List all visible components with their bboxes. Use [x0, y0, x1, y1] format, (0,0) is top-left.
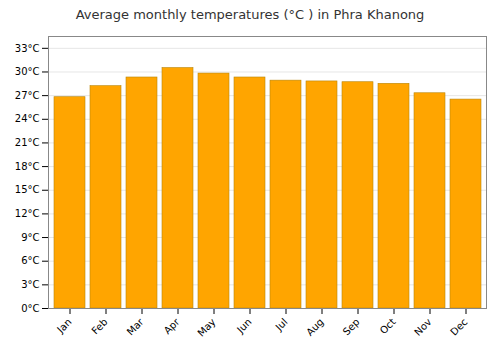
svg-text:9°C: 9°C — [21, 232, 39, 243]
html-text:Average monthly temperatures (: Average monthly temperatures (°C ) in Ph… — [75, 7, 425, 22]
svg-text:33°C: 33°C — [15, 43, 40, 54]
svg-text:Jul: Jul — [273, 316, 290, 333]
svg-text:Aug: Aug — [304, 316, 326, 338]
svg-text:30°C: 30°C — [15, 66, 40, 77]
svg-text:27°C: 27°C — [15, 90, 40, 101]
svg-text:Apr: Apr — [162, 316, 183, 337]
svg-text:6°C: 6°C — [21, 255, 39, 266]
svg-text:Sep: Sep — [341, 316, 362, 337]
svg-text:18°C: 18°C — [15, 161, 40, 172]
svg-text:21°C: 21°C — [15, 137, 40, 148]
svg-text:15°C: 15°C — [15, 184, 40, 195]
svg-text:Dec: Dec — [448, 316, 469, 337]
svg-text:0°C: 0°C — [21, 303, 39, 314]
svg-text:12°C: 12°C — [15, 208, 40, 219]
svg-text:3°C: 3°C — [21, 279, 39, 290]
svg-text:24°C: 24°C — [15, 113, 40, 124]
svg-text:Feb: Feb — [89, 316, 109, 336]
svg-text:Oct: Oct — [378, 316, 398, 336]
svg-text:Nov: Nov — [412, 316, 434, 338]
svg-text:Mar: Mar — [125, 316, 147, 338]
svg-text:Jun: Jun — [234, 316, 254, 336]
svg-text:Jan: Jan — [54, 316, 73, 335]
svg-text:May: May — [195, 316, 217, 338]
